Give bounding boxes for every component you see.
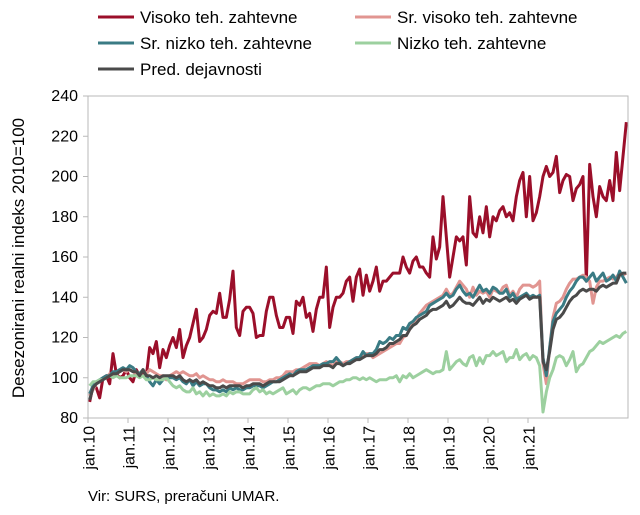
y-tick-label: 240 <box>51 88 78 105</box>
series-line <box>88 330 628 414</box>
series-line <box>88 122 628 403</box>
x-tick-label: jan.10 <box>82 426 99 471</box>
legend-label: Sr. visoko teh. zahtevne <box>397 8 578 27</box>
y-tick-label: 200 <box>51 169 78 186</box>
y-tick-label: 220 <box>51 128 78 145</box>
y-axis-label: Desezonirani realni indeks 2010=100 <box>9 118 28 398</box>
x-axis-ticks: jan.10 jan.11 jan.12 jan.13 jan.14 jan.15 jan.… <box>82 418 539 471</box>
y-tick-label: 120 <box>51 330 78 347</box>
y-axis-ticks: 80 100 120 140 160 180 200 220 240 <box>51 88 88 427</box>
x-tick-label: jan.11 <box>122 426 139 470</box>
y-tick-label: 80 <box>60 410 78 427</box>
x-tick-label: jan.14 <box>242 426 259 471</box>
x-tick-label: jan.20 <box>482 426 499 471</box>
series-lines <box>88 122 628 414</box>
legend: Visoko teh. zahtevne Sr. visoko teh. zaht… <box>98 8 578 79</box>
y-tick-label: 140 <box>51 289 78 306</box>
legend-label: Sr. nizko teh. zahtevne <box>140 34 312 53</box>
y-tick-label: 100 <box>51 370 78 387</box>
y-tick-label: 180 <box>51 209 78 226</box>
x-tick-label: jan.19 <box>442 426 459 471</box>
source-note: Vir: SURS, preračuni UMAR. <box>88 488 280 505</box>
x-tick-label: jan.18 <box>402 426 419 471</box>
x-tick-label: jan.16 <box>322 426 339 471</box>
x-tick-label: jan.12 <box>162 426 179 471</box>
legend-label: Pred. dejavnosti <box>140 60 262 79</box>
legend-label: Visoko teh. zahtevne <box>140 8 298 27</box>
plot-area-frame <box>87 95 629 419</box>
x-tick-label: jan.21 <box>522 426 539 471</box>
legend-label: Nizko teh. zahtevne <box>397 34 546 53</box>
series-line <box>88 271 627 401</box>
x-tick-label: jan.13 <box>202 426 219 471</box>
y-tick-label: 160 <box>51 249 78 266</box>
x-tick-label: jan.15 <box>282 426 299 471</box>
x-tick-label: jan.17 <box>362 426 379 471</box>
